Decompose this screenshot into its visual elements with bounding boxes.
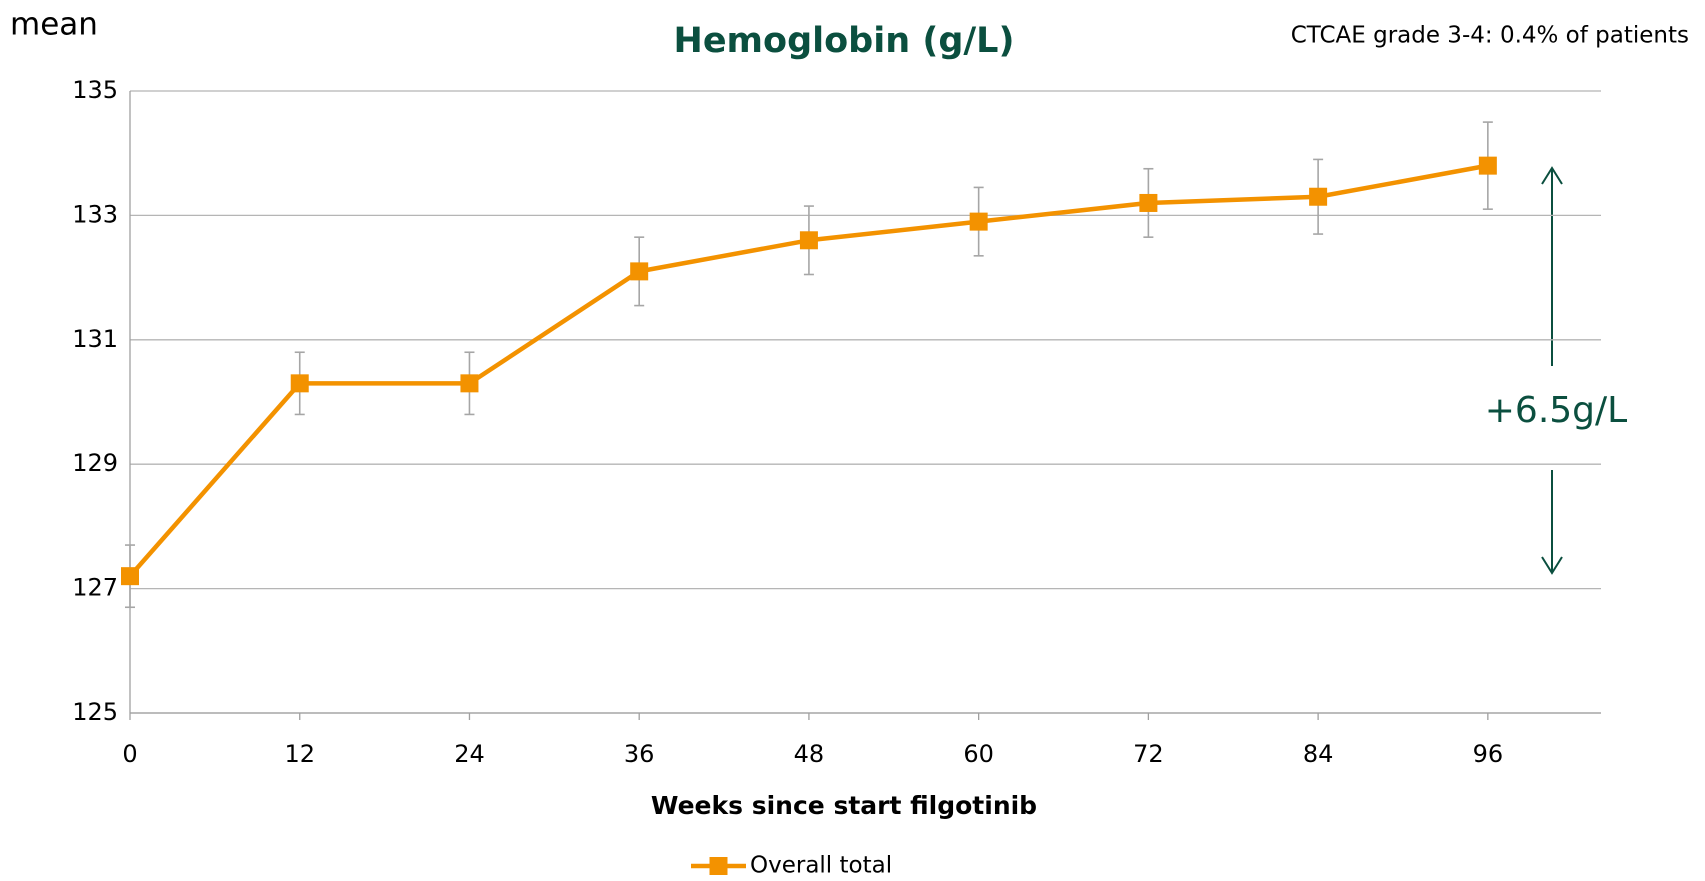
x-tick-label: 60: [963, 740, 994, 768]
marker: [1309, 187, 1328, 206]
y-tick-label: 131: [72, 325, 118, 353]
y-axis-label: mean: [10, 7, 98, 43]
marker: [121, 567, 139, 586]
change-arrow: [1541, 166, 1563, 575]
y-tick-label: 135: [72, 76, 118, 104]
annotation: +6.5g/L: [1485, 390, 1627, 431]
marker: [1139, 193, 1158, 212]
marker: [290, 374, 309, 393]
y-tick-label: 129: [72, 449, 118, 477]
annotation: CTCAE grade 3-4: 0.4% of patients: [1291, 23, 1689, 49]
x-tick-label: 24: [454, 740, 485, 768]
legend-marker: [709, 857, 728, 875]
x-tick-label: 36: [624, 740, 655, 768]
x-tick-label: 12: [284, 740, 315, 768]
legend-label: Overall total: [750, 853, 892, 879]
chart-title: Hemoglobin (g/L): [674, 21, 1015, 61]
marker: [630, 262, 649, 281]
marker: [1478, 156, 1497, 175]
x-tick-label: 0: [122, 740, 137, 768]
y-tick-label: 125: [72, 698, 118, 726]
x-tick-label: 84: [1303, 740, 1334, 768]
x-tick-label: 72: [1133, 740, 1164, 768]
x-tick-label: 48: [794, 740, 825, 768]
x-axis-label: Weeks since start filgotinib: [651, 791, 1037, 820]
marker: [460, 374, 479, 393]
x-tick-label: 96: [1473, 740, 1504, 768]
marker: [969, 212, 988, 231]
marker: [799, 231, 818, 250]
y-tick-label: 127: [72, 574, 118, 602]
y-tick-label: 133: [72, 200, 118, 228]
